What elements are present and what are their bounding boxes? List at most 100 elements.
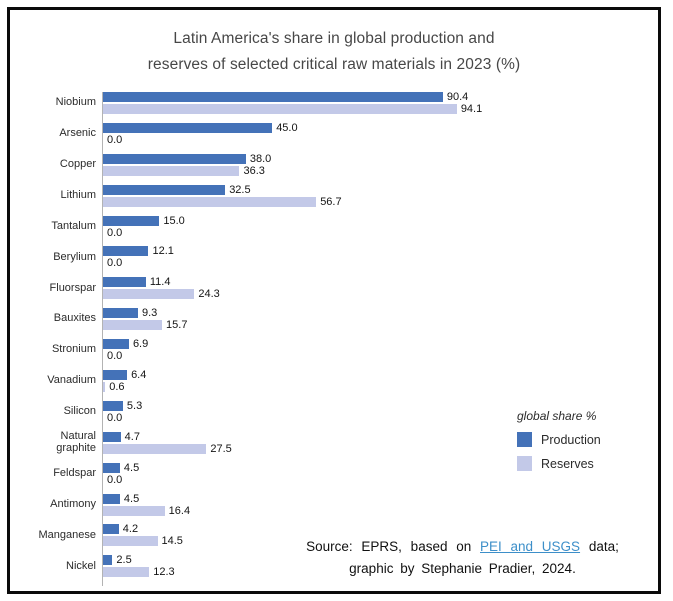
category-row: Manganese 4.2 14.5 <box>20 523 503 556</box>
value-label: 14.5 <box>161 535 183 548</box>
bar-line: 94.1 <box>103 103 503 115</box>
value-label: 4.5 <box>123 492 140 505</box>
bar-line: 24.3 <box>103 288 503 300</box>
category-label: Copper <box>59 158 96 171</box>
bar-line: 4.2 <box>103 523 503 536</box>
legend-label-production: Production <box>541 432 601 447</box>
source-line1: Source: EPRS, based on PEI and USGS data… <box>265 536 660 558</box>
chart-title-line2: reserves of selected critical raw materi… <box>147 56 521 73</box>
production-bar <box>103 370 128 381</box>
production-swatch <box>517 432 532 447</box>
production-bar <box>103 215 160 226</box>
value-label: 32.5 <box>229 183 251 196</box>
reserves-bar <box>103 196 317 207</box>
category-row: Nickel 2.5 12.3 <box>20 554 503 587</box>
category-row: Copper 38.0 36.3 <box>20 152 503 185</box>
reserves-bar <box>103 567 150 578</box>
bar-group: 4.2 14.5 <box>102 523 503 556</box>
bar-group: 4.7 27.5 <box>102 430 503 463</box>
category-label: Niobium <box>55 96 96 109</box>
bar-line: 16.4 <box>103 504 503 517</box>
category-label: Natural graphite <box>56 430 96 454</box>
bar-line: 90.4 <box>103 91 503 103</box>
bar-group: 6.4 0.6 <box>102 369 503 401</box>
production-bar <box>103 400 123 411</box>
bar-line: 6.9 <box>103 338 503 351</box>
category-row: Stronium 6.9 0.0 <box>20 338 503 371</box>
bar-group: 32.5 56.7 <box>102 183 503 216</box>
reserves-bar <box>103 536 158 547</box>
bar-group: 90.4 94.1 <box>102 91 503 123</box>
category-row: Feldspar 4.5 0.0 <box>20 461 503 494</box>
reserves-bar <box>103 443 207 454</box>
value-label: 56.7 <box>320 195 342 208</box>
legend-item-reserves: Reserves <box>517 456 647 471</box>
reserves-bar <box>103 505 165 516</box>
value-label: 9.3 <box>141 307 158 320</box>
value-label: 0.0 <box>107 133 123 146</box>
production-bar <box>103 308 138 319</box>
category-row: Natural graphite 4.7 27.5 <box>20 430 503 463</box>
bar-line: 5.3 <box>103 399 503 412</box>
category-row: Tantalum 15.0 0.0 <box>20 214 503 247</box>
bar-line: 15.0 <box>103 214 503 227</box>
category-row: Niobium 90.4 94.1 <box>20 91 503 123</box>
bar-line: 56.7 <box>103 195 503 208</box>
value-label: 15.0 <box>163 214 185 227</box>
production-bar <box>103 555 113 566</box>
production-bar <box>103 122 273 133</box>
category-label: Feldspar <box>53 466 96 479</box>
reserves-bar <box>103 320 163 331</box>
bar-line: 36.3 <box>103 165 503 177</box>
bar-line: 32.5 <box>103 183 503 196</box>
production-bar <box>103 431 121 442</box>
bar-group: 45.0 0.0 <box>102 122 503 154</box>
bar-line: 0.0 <box>103 474 503 486</box>
production-bar <box>103 184 226 195</box>
bar-line: 0.0 <box>103 350 503 362</box>
category-label: Antimony <box>50 497 96 510</box>
reserves-bar <box>103 289 195 300</box>
value-label: 0.0 <box>107 226 123 239</box>
bar-line: 45.0 <box>103 122 503 134</box>
value-label: 6.9 <box>132 338 149 351</box>
production-bar <box>103 92 443 102</box>
category-row: Silicon 5.3 0.0 <box>20 399 503 432</box>
legend-label-reserves: Reserves <box>541 456 594 471</box>
bar-line: 0.0 <box>103 133 503 146</box>
bar-chart: Niobium 90.4 94.1 Arsenic 45.0 0.0 Copper 38.0 3… <box>20 91 503 587</box>
value-label: 4.2 <box>122 523 139 536</box>
source-link[interactable]: PEI and USGS <box>480 539 581 554</box>
value-label: 38.0 <box>249 152 272 165</box>
bar-group: 5.3 0.0 <box>102 399 503 432</box>
value-label: 4.7 <box>124 430 140 443</box>
bar-line: 27.5 <box>103 442 503 455</box>
value-label: 90.4 <box>446 91 469 103</box>
value-label: 0.0 <box>107 411 123 424</box>
bar-group: 6.9 0.0 <box>102 338 503 371</box>
bar-group: 2.5 12.3 <box>102 554 503 587</box>
bar-line: 9.3 <box>103 307 503 320</box>
production-bar <box>103 462 120 473</box>
legend-title: global share % <box>517 409 597 423</box>
category-row: Antimony 4.5 16.4 <box>20 492 503 525</box>
value-label: 5.3 <box>126 399 143 412</box>
value-label: 0.6 <box>109 381 125 394</box>
bar-line: 11.4 <box>103 276 503 288</box>
bar-group: 12.1 0.0 <box>102 245 503 278</box>
value-label: 12.1 <box>152 245 174 258</box>
value-label: 27.5 <box>210 442 232 455</box>
category-row: Vanadium 6.4 0.6 <box>20 369 503 401</box>
category-row: Lithium 32.5 56.7 <box>20 183 503 216</box>
category-row: Fluorspar 11.4 24.3 <box>20 276 503 309</box>
value-label: 16.4 <box>168 504 191 517</box>
production-bar <box>103 277 146 288</box>
value-label: 12.3 <box>153 566 175 579</box>
category-row: Arsenic 45.0 0.0 <box>20 122 503 154</box>
category-label: Vanadium <box>47 374 96 387</box>
category-label: Berylium <box>53 250 96 263</box>
category-label: Manganese <box>38 528 97 541</box>
value-label: 4.5 <box>123 461 140 474</box>
value-label: 2.5 <box>116 554 132 567</box>
production-bar <box>103 246 149 257</box>
